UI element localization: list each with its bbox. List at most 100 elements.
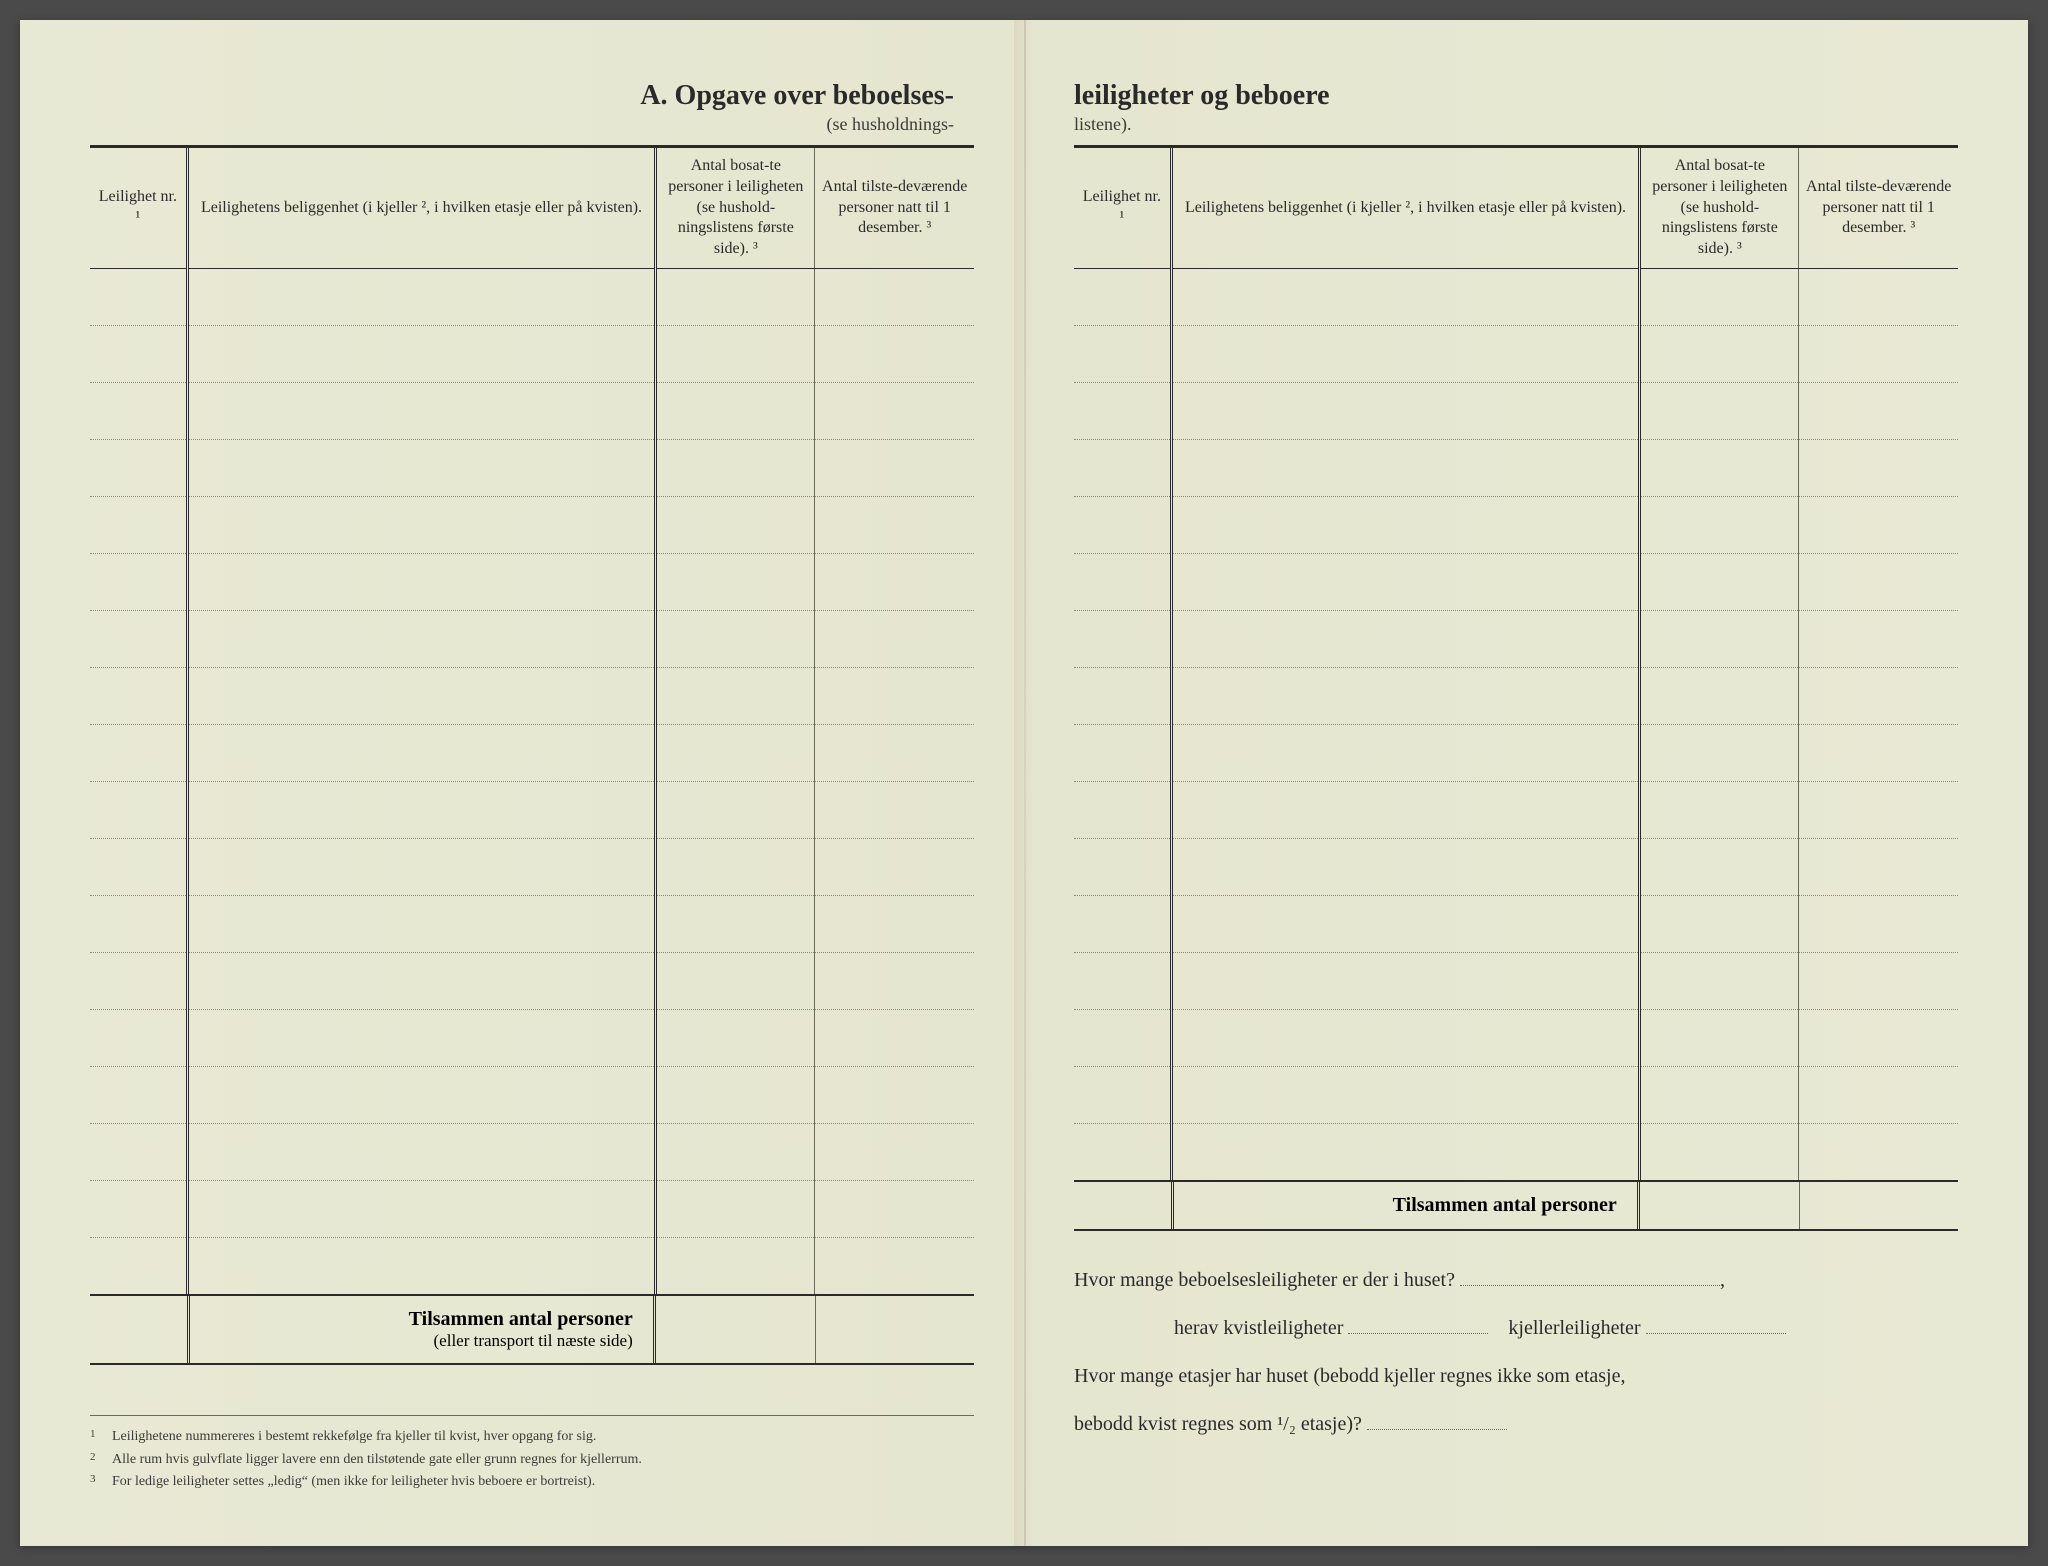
table-cell (90, 1066, 187, 1123)
table-row (90, 1066, 974, 1123)
table-cell (1171, 325, 1640, 382)
table-right: Leilighet nr. ¹ Leilighetens beliggenhet… (1074, 145, 1958, 1182)
table-cell (90, 895, 187, 952)
q2a-text: herav kvistleiligheter (1174, 1317, 1343, 1339)
table-cell (1171, 496, 1640, 553)
table-cell (1799, 325, 1958, 382)
table-cell (656, 724, 815, 781)
table-cell (187, 1180, 656, 1237)
table-cell (1799, 781, 1958, 838)
table-cell (1799, 952, 1958, 1009)
table-cell (1640, 325, 1799, 382)
table-cell (90, 268, 187, 325)
table-cell (1640, 895, 1799, 952)
table-cell (1074, 1066, 1171, 1123)
table-row (90, 553, 974, 610)
table-cell (1640, 1123, 1799, 1180)
table-cell (815, 325, 974, 382)
table-cell (90, 952, 187, 1009)
table-cell (815, 382, 974, 439)
table-cell (1171, 553, 1640, 610)
summary-label: Tilsammen antal personer (1180, 1194, 1617, 1217)
table-cell (1640, 439, 1799, 496)
table-cell (187, 724, 656, 781)
table-cell (187, 952, 656, 1009)
table-cell (815, 268, 974, 325)
table-cell (815, 667, 974, 724)
table-cell (90, 781, 187, 838)
table-cell (656, 1066, 815, 1123)
col-header-location: Leilighetens beliggenhet (i kjeller ², i… (1171, 148, 1640, 268)
table-cell (656, 952, 815, 1009)
table-cell (187, 325, 656, 382)
table-cell (1640, 610, 1799, 667)
footnote-text: Alle rum hvis gulvflate ligger lavere en… (112, 1449, 642, 1471)
table-cell (656, 382, 815, 439)
table-cell (1640, 382, 1799, 439)
table-cell (1074, 1123, 1171, 1180)
table-row (1074, 952, 1958, 1009)
table-cell (1074, 724, 1171, 781)
table-cell (187, 838, 656, 895)
table-cell (656, 781, 815, 838)
table-cell (1074, 382, 1171, 439)
table-row (1074, 895, 1958, 952)
table-cell (1799, 268, 1958, 325)
table-cell (1640, 268, 1799, 325)
table-row (90, 1180, 974, 1237)
table-cell (815, 1009, 974, 1066)
table-cell (1171, 1123, 1640, 1180)
table-row (1074, 667, 1958, 724)
table-cell (187, 553, 656, 610)
table-cell (1640, 724, 1799, 781)
table-cell (1074, 1009, 1171, 1066)
table-cell (815, 952, 974, 1009)
footnote: 2Alle rum hvis gulvflate ligger lavere e… (90, 1449, 974, 1471)
footnote: 1Leilighetene nummereres i bestemt rekke… (90, 1426, 974, 1448)
footnote-text: Leilighetene nummereres i bestemt rekkef… (112, 1426, 596, 1448)
table-cell (187, 781, 656, 838)
table-cell (1171, 439, 1640, 496)
table-cell (90, 838, 187, 895)
table-row (90, 325, 974, 382)
census-form-spread: A. Opgave over beboelses- (se husholdnin… (20, 20, 2028, 1546)
table-cell (90, 439, 187, 496)
table-cell (1799, 724, 1958, 781)
q2b-text: kjellerleiligheter (1508, 1317, 1640, 1339)
table-cell (90, 610, 187, 667)
table-cell (815, 895, 974, 952)
table-cell (1074, 325, 1171, 382)
q2b-blank (1646, 1314, 1786, 1334)
summary-cell-2 (815, 1296, 974, 1363)
q1-blank (1460, 1266, 1720, 1286)
table-row (1074, 610, 1958, 667)
table-row (90, 496, 974, 553)
table-row (90, 724, 974, 781)
table-row (90, 439, 974, 496)
table-cell (656, 553, 815, 610)
table-row (90, 1009, 974, 1066)
table-cell (656, 838, 815, 895)
table-cell (656, 610, 815, 667)
table-cell (1171, 382, 1640, 439)
table-left: Leilighet nr. ¹ Leilighetens beliggenhet… (90, 145, 974, 1296)
table-cell (1074, 838, 1171, 895)
question-3: Hvor mange etasjer har huset (bebodd kje… (1074, 1352, 1958, 1400)
table-cell (656, 1180, 815, 1237)
table-cell (815, 724, 974, 781)
table-cell (1074, 439, 1171, 496)
table-cell (1171, 952, 1640, 1009)
table-cell (187, 1237, 656, 1294)
table-cell (90, 553, 187, 610)
table-cell (1074, 610, 1171, 667)
table-cell (656, 1123, 815, 1180)
table-cell (90, 667, 187, 724)
table-cell (1074, 496, 1171, 553)
question-1: Hvor mange beboelsesleiligheter er der i… (1074, 1256, 1958, 1304)
table-cell (1171, 268, 1640, 325)
table-cell (1640, 496, 1799, 553)
table-cell (815, 838, 974, 895)
table-cell (1171, 838, 1640, 895)
question-2: herav kvistleiligheter kjellerleilighete… (1074, 1304, 1958, 1352)
subtitle-right: listene). (1074, 114, 1958, 135)
